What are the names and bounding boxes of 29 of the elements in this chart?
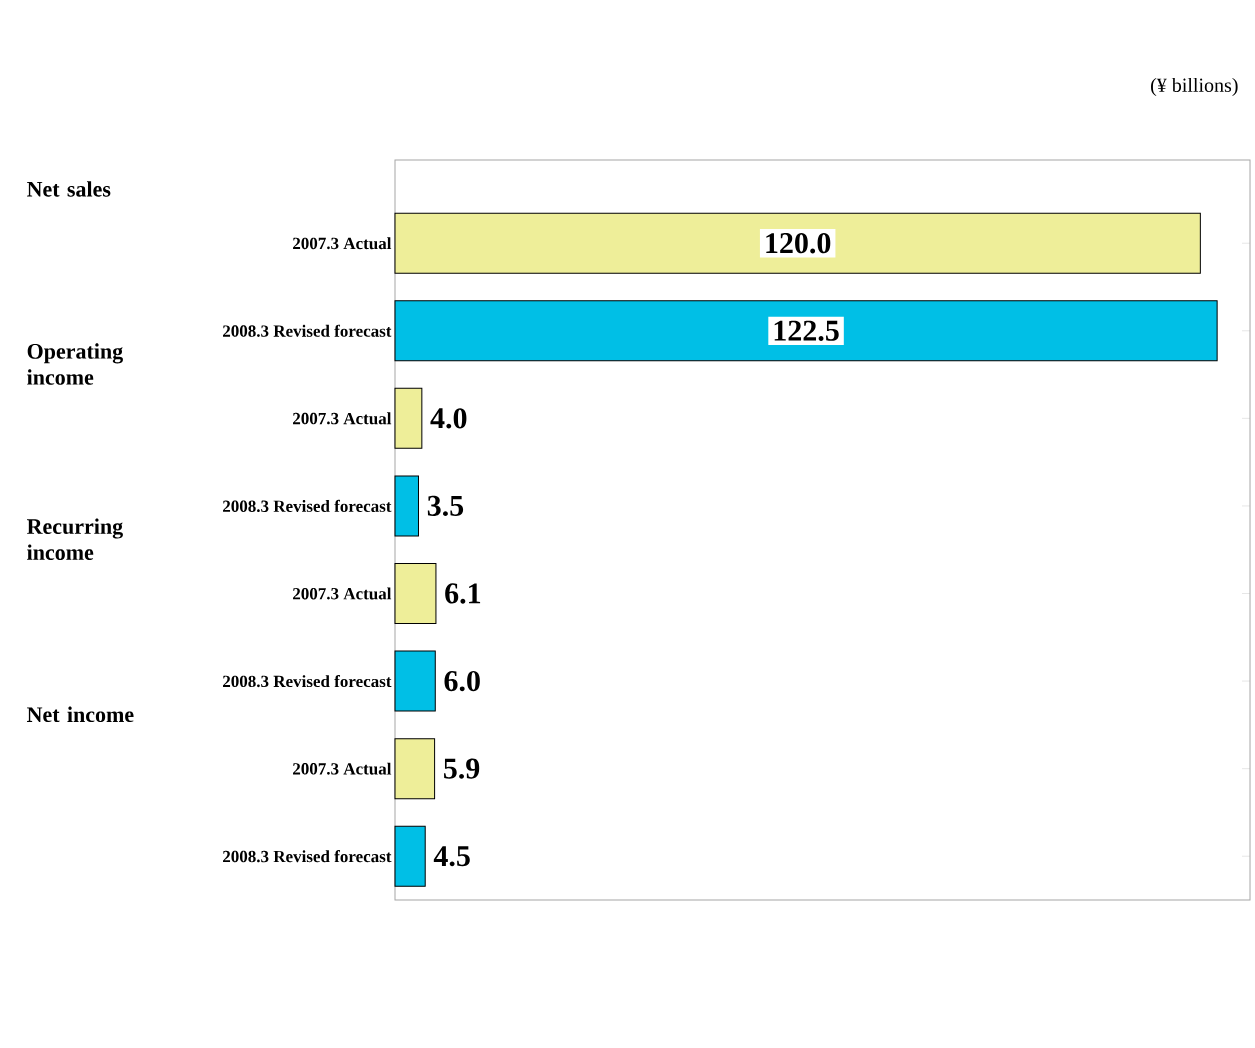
y-tick-label: 2007.3 Actual [293,237,392,250]
data-label: 4.0 [430,408,467,429]
data-label: 4.5 [433,846,470,867]
text: Net income [27,706,134,723]
data-label: 120.0 [766,233,831,254]
data-label: 6.1 [445,583,481,604]
bar [394,738,436,800]
data-label: 6.0 [444,670,480,692]
y-tick-label: 2007.3 Actual [293,762,392,775]
text: Operating income [27,343,123,385]
bar [394,650,436,712]
bar [394,212,1201,274]
bar [394,825,426,887]
bar [394,475,419,537]
y-tick-label: 2007.3 Actual [293,412,392,425]
y-tick-label: 2007.3 Actual [293,587,392,600]
bar [394,300,1218,362]
y-tick-label: 2008.3 Revised forecast [223,850,392,863]
text: Recurring income [26,518,123,560]
bar [394,563,437,624]
y-tick-label: 2008.3 Revised forecast [223,499,392,513]
data-label: 5.9 [444,758,480,779]
data-label: 122.5 [774,320,839,341]
y-tick-label: 2008.3 Revised forecast [223,674,392,688]
text: Net sales [27,181,111,197]
text: (¥ billions) [1151,77,1238,97]
y-tick-label: 2008.3 Revised forecast [223,324,392,337]
bar [394,387,423,449]
data-label: 3.5 [427,495,464,517]
